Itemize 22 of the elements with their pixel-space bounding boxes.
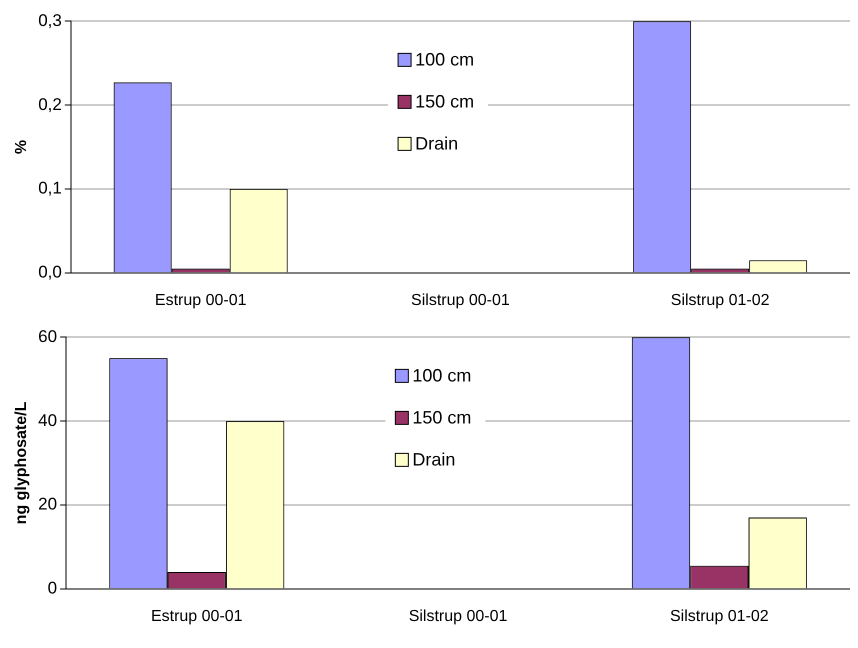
x-tick-label: Silstrup 00-01	[408, 608, 508, 625]
y-tick-label: 0,1	[38, 178, 62, 198]
x-tick-label: Estrup 00-01	[150, 608, 243, 625]
y-tick-label: 20	[38, 494, 58, 514]
legend-label: Drain	[412, 449, 456, 470]
x-tick-label: Estrup 00-01	[154, 292, 247, 309]
legend-label: Drain	[415, 133, 458, 154]
legend-label: 100 cm	[412, 365, 472, 386]
y-tick-label: 0,2	[38, 94, 62, 114]
y-axis-title: %	[13, 140, 30, 154]
y-tick-label: 40	[38, 410, 58, 430]
x-tick-label: Silstrup 01-02	[670, 608, 769, 625]
y-tick-label: 60	[38, 326, 58, 346]
legend-label: 100 cm	[415, 49, 474, 70]
x-tick-label: Silstrup 00-01	[411, 292, 510, 309]
y-tick-label: 0,3	[38, 10, 62, 30]
y-tick-label: 0,0	[38, 262, 62, 282]
y-tick-label: 0	[48, 578, 58, 598]
legend-label: 150 cm	[412, 407, 472, 428]
legend-label: 150 cm	[415, 91, 474, 112]
y-axis-title: ng glyphosate/L	[13, 401, 30, 524]
x-tick-label: Silstrup 01-02	[670, 292, 770, 309]
